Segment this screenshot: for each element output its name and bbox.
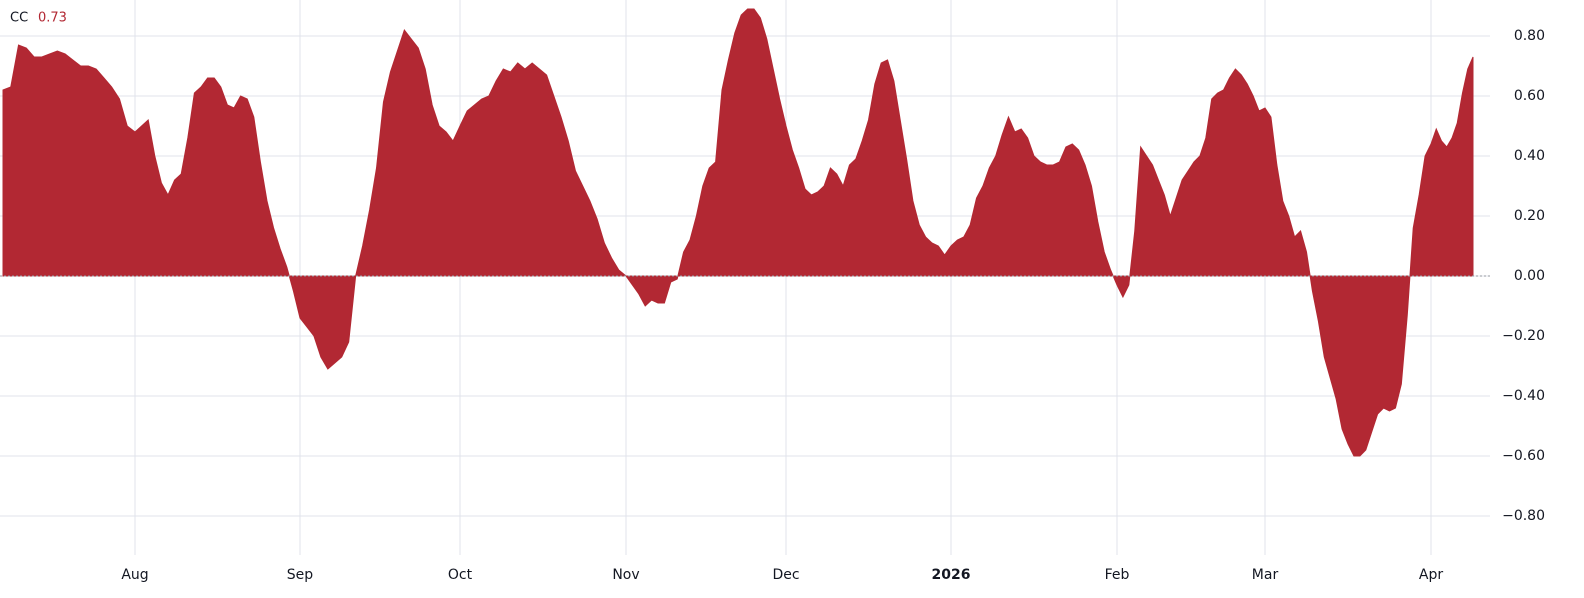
- area: [2, 8, 1474, 457]
- y-tick-label: −0.40: [1502, 388, 1545, 404]
- y-tick-label: 0.20: [1514, 208, 1545, 224]
- x-tick-label: 2026: [932, 567, 971, 583]
- plot: [0, 8, 1490, 457]
- series-name: CC: [10, 11, 28, 26]
- x-tick-label: Feb: [1105, 567, 1130, 583]
- x-tick-label: Sep: [287, 567, 314, 583]
- y-tick-label: 0.80: [1514, 28, 1545, 44]
- x-tick-label: Mar: [1252, 567, 1279, 583]
- labels: 0.80 0.60 0.40 0.20 0.00 −0.20 −0.40 −0.60 −0.80…: [121, 28, 1545, 583]
- y-tick-label: 0.60: [1514, 88, 1545, 104]
- x-tick-label: Aug: [121, 567, 148, 583]
- x-tick-label: Dec: [772, 567, 799, 583]
- y-tick-label: −0.80: [1502, 508, 1545, 524]
- y-tick-label: −0.20: [1502, 328, 1545, 344]
- y-tick-label: 0.00: [1514, 268, 1545, 284]
- y-tick-label: −0.60: [1502, 448, 1545, 464]
- last-value: 0.73: [38, 11, 67, 26]
- x-tick-label: Oct: [448, 567, 473, 583]
- y-tick-label: 0.40: [1514, 148, 1545, 164]
- x-tick-label: Apr: [1419, 567, 1443, 583]
- x-tick-label: Nov: [612, 567, 639, 583]
